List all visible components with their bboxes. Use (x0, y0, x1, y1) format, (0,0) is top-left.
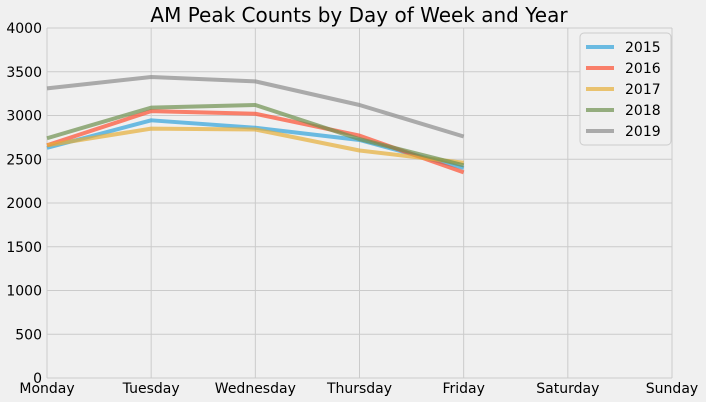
y-tick-label: 4000 (6, 21, 42, 37)
y-tick-label: 0 (33, 371, 42, 387)
legend-label: 2016 (625, 61, 661, 77)
y-tick-label: 3500 (6, 65, 42, 81)
y-tick-label: 2500 (6, 152, 42, 168)
x-tick-label: Friday (442, 381, 484, 397)
legend-box (579, 32, 672, 146)
legend: 2015 2016 2017 2018 2019 (579, 32, 672, 146)
legend-label: 2015 (625, 40, 661, 56)
x-tick-label: Tuesday (122, 381, 180, 397)
series-lines (46, 75, 465, 175)
legend-label: 2018 (625, 103, 661, 119)
x-tick-label: Saturday (536, 381, 599, 397)
x-tick-label: Thursday (326, 381, 392, 397)
legend-items: 2015 2016 2017 2018 2019 (586, 40, 661, 140)
y-tick-label: 1500 (6, 240, 42, 256)
y-tick-label: 500 (15, 327, 42, 343)
series-line-2019 (46, 75, 465, 139)
chart-title: AM Peak Counts by Day of Week and Year (150, 3, 568, 27)
y-tick-label: 1000 (6, 284, 42, 300)
y-tick-label: 3000 (6, 109, 42, 125)
x-tick-label: Wednesday (215, 381, 296, 397)
x-tick-label: Sunday (646, 381, 698, 397)
x-tick-label: Monday (19, 381, 74, 397)
y-axis-ticks: 0 500 1000 1500 2000 2500 3000 3500 4000 (6, 21, 42, 387)
series-line-2017 (46, 126, 464, 165)
grid (46, 27, 673, 379)
legend-label: 2019 (625, 124, 661, 140)
legend-label: 2017 (625, 82, 661, 98)
x-axis-ticks: Monday Tuesday Wednesday Thursday Friday Satu… (19, 381, 698, 397)
series-line-2018 (46, 103, 465, 168)
y-tick-label: 2000 (6, 196, 42, 212)
